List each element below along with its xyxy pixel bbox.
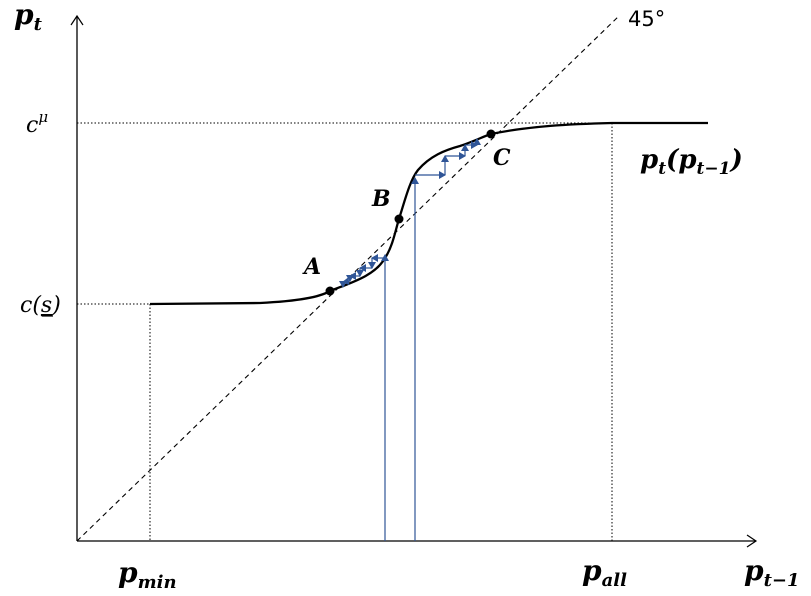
point-b-marker bbox=[394, 214, 404, 224]
point-c-label: C bbox=[493, 145, 511, 171]
point-a-marker bbox=[325, 286, 335, 296]
p-all-label: pall bbox=[582, 554, 627, 591]
map-curve bbox=[149, 121, 708, 306]
angle-label: 45° bbox=[628, 7, 665, 31]
x-axis-label: pt−1 bbox=[744, 554, 800, 591]
p-min-label: pmin bbox=[118, 556, 177, 593]
c-s-label: c(s) bbox=[20, 293, 61, 318]
curve-label: pt(pt−1) bbox=[640, 145, 743, 179]
c-mu-label: cμ bbox=[26, 108, 48, 138]
cobweb-paths bbox=[339, 138, 481, 541]
point-a-label: A bbox=[302, 254, 321, 280]
diagonal-45-line bbox=[76, 14, 621, 542]
point-b-label: B bbox=[371, 186, 391, 212]
y-axis-label: pt bbox=[14, 0, 43, 35]
point-c-marker bbox=[486, 129, 496, 139]
